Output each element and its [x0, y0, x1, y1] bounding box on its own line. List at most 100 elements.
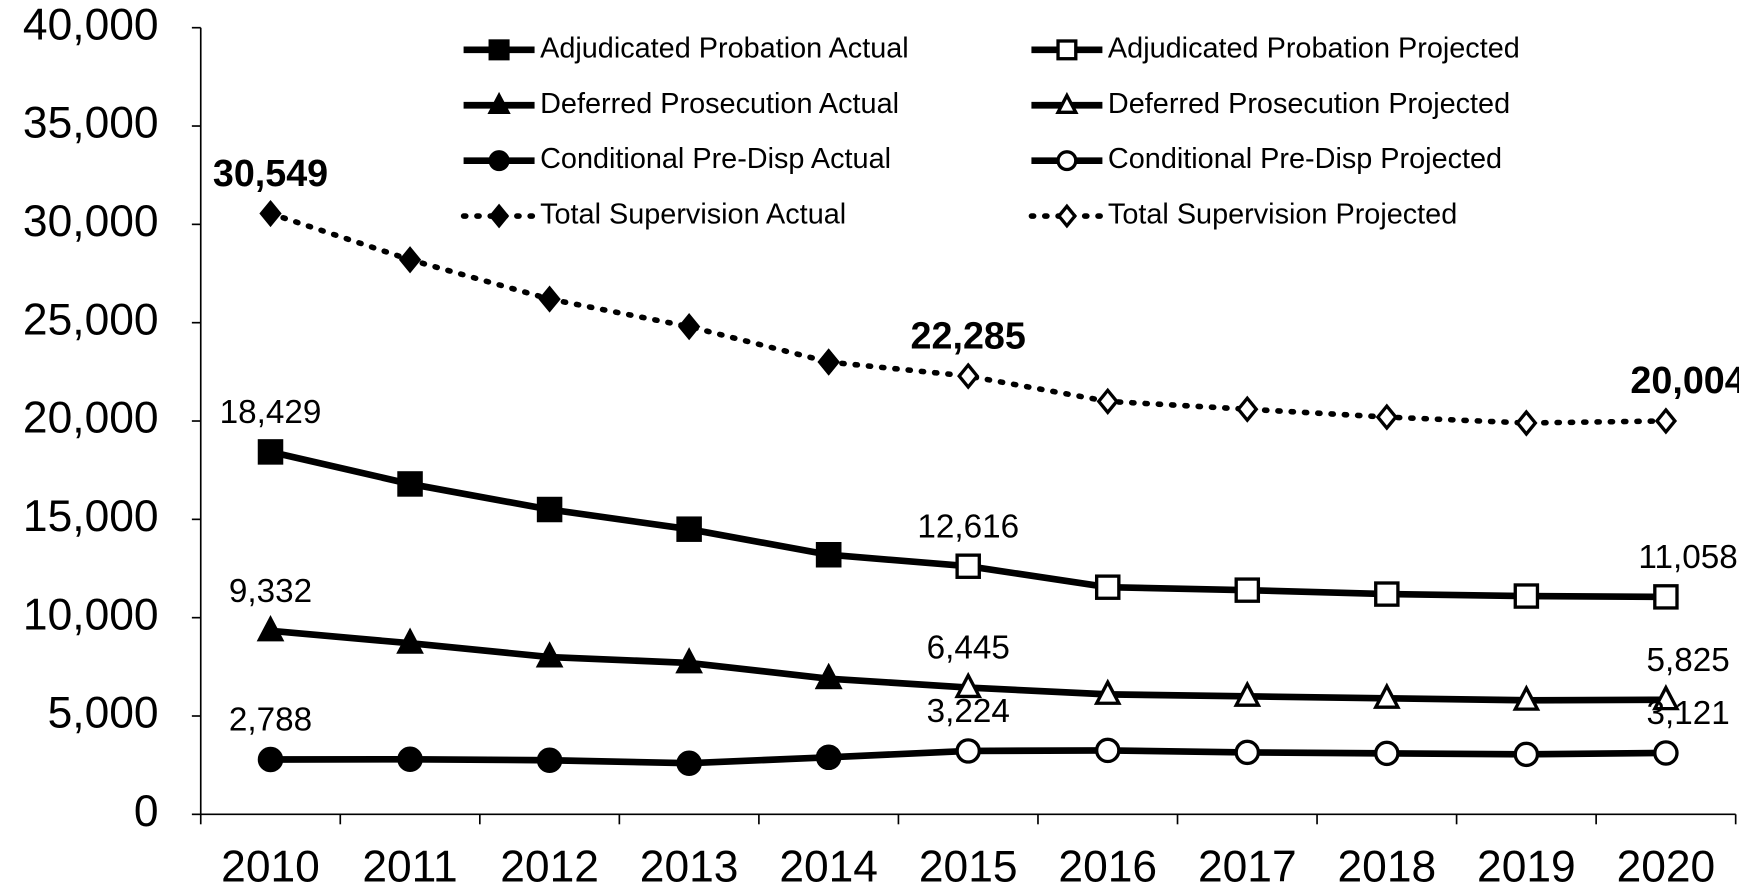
marker — [1515, 409, 1538, 437]
x-tick-label: 2016 — [1058, 842, 1157, 891]
series: 30,549 — [213, 152, 840, 376]
y-tick-label: 15,000 — [23, 492, 159, 541]
series: 3,224 3,121 — [815, 693, 1730, 771]
legend-label: Adjudicated Probation Actual — [540, 32, 909, 64]
marker — [1236, 395, 1259, 423]
marker — [1055, 91, 1079, 115]
data-label: 12,616 — [917, 508, 1019, 545]
marker — [257, 439, 284, 465]
marker — [1374, 581, 1400, 607]
series: 12,616 11,058 — [815, 508, 1738, 610]
marker — [1056, 150, 1078, 172]
marker — [536, 747, 563, 773]
x-tick-label: 2010 — [221, 842, 320, 891]
x-tick-label: 2014 — [779, 842, 878, 891]
marker — [957, 362, 980, 390]
x-tick-label: 2013 — [640, 842, 739, 891]
marker — [398, 246, 422, 274]
series: 22,285 20,004 — [817, 314, 1739, 437]
x-tick-label: 2015 — [919, 842, 1018, 891]
data-label: 2,788 — [229, 702, 312, 739]
legend-label: Adjudicated Probation Projected — [1108, 32, 1520, 64]
y-tick-label: 35,000 — [23, 99, 159, 148]
x-tick-label: 2020 — [1617, 842, 1716, 891]
marker — [1233, 680, 1262, 707]
marker — [397, 471, 423, 497]
legend-label: Total Supervision Projected — [1108, 199, 1457, 231]
data-label: 11,058 — [1638, 539, 1737, 576]
marker — [1513, 583, 1540, 609]
marker — [488, 39, 510, 61]
marker — [257, 746, 284, 773]
x-tick-label: 2018 — [1337, 842, 1436, 891]
marker — [1654, 407, 1678, 435]
marker — [488, 203, 510, 229]
marker — [676, 516, 702, 542]
series: 18,429 — [220, 394, 842, 568]
data-label: 3,224 — [927, 693, 1010, 730]
marker — [1653, 584, 1679, 610]
legend-label: Deferred Prosecution Actual — [540, 88, 899, 120]
marker — [1513, 741, 1540, 768]
marker — [815, 744, 842, 771]
x-tick-label: 2012 — [500, 842, 599, 891]
y-tick-label: 5,000 — [48, 689, 159, 738]
data-label: 18,429 — [220, 394, 322, 431]
marker — [535, 641, 564, 668]
marker — [538, 285, 561, 313]
data-label: 5,825 — [1646, 642, 1729, 679]
data-label: 22,285 — [911, 314, 1026, 356]
marker — [396, 627, 424, 654]
y-tick-label: 0 — [134, 787, 159, 836]
legend-label: Conditional Pre-Disp Projected — [1108, 143, 1502, 175]
marker — [397, 746, 423, 773]
marker — [1234, 577, 1261, 603]
marker — [1056, 203, 1078, 229]
marker — [1094, 737, 1121, 764]
marker — [487, 91, 511, 115]
marker — [536, 496, 563, 523]
marker — [1093, 678, 1122, 705]
marker — [815, 542, 842, 568]
marker — [1372, 682, 1401, 709]
marker — [1094, 574, 1121, 600]
data-label: 9,332 — [229, 573, 312, 610]
marker — [817, 348, 840, 376]
marker — [955, 553, 981, 579]
x-tick-label: 2019 — [1477, 842, 1576, 891]
marker — [1056, 39, 1078, 61]
marker — [488, 150, 510, 172]
data-label: 3,121 — [1646, 695, 1729, 732]
marker — [954, 671, 983, 699]
marker — [677, 313, 701, 341]
data-label: 30,549 — [213, 152, 328, 194]
y-tick-label: 30,000 — [23, 197, 159, 246]
marker — [1652, 684, 1680, 711]
series: 2,788 — [229, 702, 842, 776]
data-label: 6,445 — [927, 630, 1010, 667]
marker — [814, 662, 843, 690]
x-tick-label: 2017 — [1198, 842, 1297, 891]
marker — [955, 738, 981, 764]
marker — [259, 199, 282, 228]
y-tick-label: 40,000 — [23, 0, 159, 49]
legend-label: Deferred Prosecution Projected — [1108, 88, 1510, 120]
marker — [1512, 684, 1541, 711]
marker — [1374, 740, 1400, 767]
y-tick-label: 25,000 — [23, 295, 159, 344]
marker — [1375, 403, 1398, 431]
marker — [1096, 387, 1119, 415]
marker — [676, 750, 702, 776]
legend-label: Total Supervision Actual — [540, 199, 846, 231]
legend-label: Conditional Pre-Disp Actual — [540, 143, 891, 175]
marker — [256, 615, 285, 642]
marker — [1234, 739, 1261, 766]
series: 9,332 — [229, 573, 843, 690]
marker — [675, 647, 703, 674]
x-tick-label: 2011 — [362, 842, 457, 891]
data-label: 20,004 — [1630, 359, 1739, 401]
y-tick-label: 10,000 — [23, 590, 159, 639]
marker — [1653, 740, 1679, 766]
y-tick-label: 20,000 — [23, 394, 159, 443]
